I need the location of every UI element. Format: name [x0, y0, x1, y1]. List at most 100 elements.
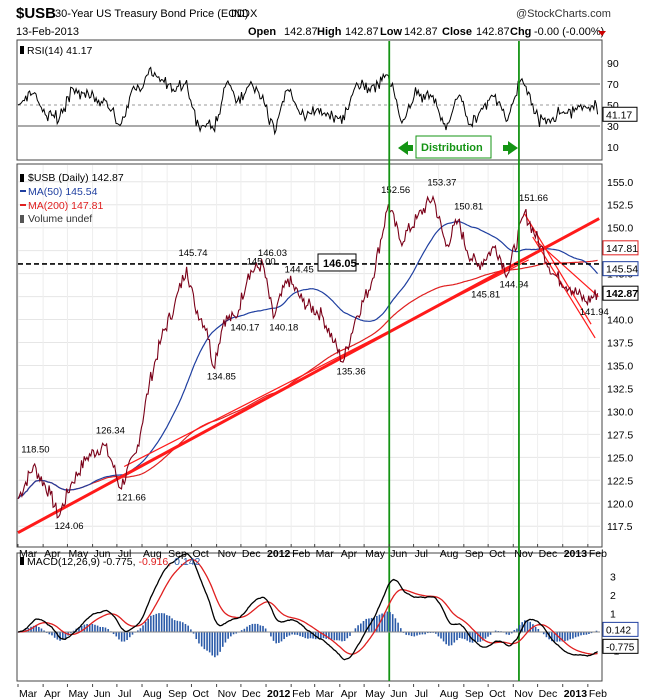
macd-histogram-bar — [463, 632, 466, 640]
macd-histogram-bar — [513, 630, 516, 633]
x-axis-label: Oct — [192, 688, 208, 700]
price-tick-label: 140.0 — [607, 315, 633, 327]
distribution-annotation: Distribution — [398, 135, 518, 159]
macd-histogram-bar — [270, 632, 272, 637]
macd-histogram-bar — [128, 632, 131, 638]
macd-histogram-bar — [510, 632, 513, 634]
macd-histogram-bar — [574, 632, 577, 638]
macd-histogram-bar — [171, 618, 173, 633]
price-annotation: 145.74 — [178, 248, 207, 259]
rsi-tick-label: 90 — [607, 58, 619, 70]
x-axis-label: Oct — [192, 548, 208, 560]
x-axis-label: Feb — [589, 548, 607, 560]
minor-trendline — [123, 259, 529, 468]
macd-histogram-bar — [580, 632, 582, 636]
legend-swatch-volume — [20, 215, 24, 223]
macd-histogram-bar — [381, 613, 383, 633]
macd-histogram-bar — [152, 614, 155, 633]
x-axis-label: Nov — [514, 548, 533, 560]
macd-histogram-bar — [278, 632, 280, 643]
macd-histogram-bar — [264, 628, 267, 633]
price-tick-label: 120.0 — [607, 498, 633, 510]
macd-histogram-bar — [56, 632, 59, 640]
macd-histogram-bar — [338, 632, 341, 641]
open-label: Open — [248, 26, 276, 38]
price-annotation: 150.81 — [454, 201, 483, 212]
macd-histogram-bar — [333, 632, 336, 641]
macd-histogram-bar — [224, 632, 227, 643]
ma200-line — [17, 259, 598, 500]
price-annotation: 146.03 — [258, 248, 287, 259]
macd-histogram-bar — [275, 632, 277, 644]
x-axis-label: Apr — [44, 688, 61, 700]
arrow-right-icon — [503, 141, 518, 155]
macd-histogram-bar — [192, 632, 195, 634]
macd-histogram-bar — [70, 632, 72, 634]
x-axis-label: Jul — [415, 548, 428, 560]
macd-histogram-bar — [51, 632, 53, 636]
macd-histogram-bar — [477, 632, 479, 642]
macd-legend: MACD(12,26,9) -0.775, -0.916, 0.142 — [20, 556, 201, 568]
macd-histogram-bar — [173, 620, 176, 633]
macd-histogram-bar — [307, 632, 309, 639]
macd-histogram-bar — [317, 632, 320, 639]
macd-histogram-bar — [588, 632, 590, 634]
macd-histogram-bar — [107, 629, 109, 633]
macd-histogram-bar — [158, 613, 160, 633]
macd-histogram-bar — [410, 632, 413, 637]
x-axis-label: 2012 — [267, 548, 291, 560]
macd-histogram-bar — [118, 632, 120, 640]
macd-histogram-bar — [484, 632, 487, 639]
macd-histogram-bar — [256, 623, 259, 633]
rsi-tick-label: 70 — [607, 79, 619, 91]
macd-histogram-bar — [280, 632, 283, 642]
macd-histogram-bar — [585, 632, 588, 635]
change-value: -0.00 (-0.00%) — [534, 26, 604, 38]
macd-histogram-bar — [291, 632, 293, 635]
x-axis-label: Sep — [465, 548, 484, 560]
macd-histogram-bar — [206, 632, 208, 651]
macd-tick-label: 1 — [610, 609, 616, 621]
macd-histogram-bar — [532, 624, 534, 633]
macd-histogram-bar — [505, 632, 508, 635]
price-annotation: 121.66 — [117, 493, 146, 504]
x-axis-label: Feb — [292, 548, 310, 560]
x-axis-label: Mar — [19, 688, 38, 700]
x-axis-label: Dec — [242, 688, 261, 700]
macd-histogram-bar — [394, 618, 397, 633]
macd-legend-hist: 0.142 — [174, 556, 200, 568]
macd-histogram-bar — [408, 632, 410, 636]
x-axis-label: May — [68, 688, 89, 700]
macd-panel-frame — [16, 552, 603, 682]
macd-histogram-bar — [421, 632, 424, 635]
close-label: Close — [442, 26, 472, 38]
macd-histogram-bar — [349, 632, 351, 636]
x-axis-label: Feb — [589, 688, 607, 700]
macd-histogram-bar — [405, 632, 407, 635]
watermark: @StockCharts.com — [516, 8, 611, 20]
down-triangle-icon — [598, 31, 606, 36]
macd-histogram-bar — [232, 632, 235, 635]
macd-histogram-bar — [272, 632, 275, 641]
macd-histogram-bar — [61, 632, 64, 640]
macd-histogram-bar — [440, 632, 442, 639]
macd-histogram-bar — [558, 632, 561, 642]
macd-histogram-bar — [389, 612, 391, 633]
macd-histogram-bar — [102, 627, 104, 633]
macd-tick-label: 2 — [610, 590, 616, 602]
distribution-label: Distribution — [421, 142, 483, 154]
macd-histogram-bar — [251, 623, 254, 633]
distribution-box — [415, 135, 492, 159]
macd-histogram-bar — [88, 623, 91, 633]
macd-histogram-bar — [43, 630, 45, 633]
macd-histogram-bar — [59, 632, 61, 641]
open-value: 142.87 — [284, 26, 318, 38]
macd-histogram-bar — [168, 615, 171, 633]
macd-histogram-bar — [487, 632, 489, 637]
macd-histogram-bar — [195, 632, 198, 640]
macd-histogram-bar — [208, 632, 211, 653]
macd-histogram-bar — [99, 626, 101, 633]
price-annotation: 151.66 — [519, 193, 548, 204]
price-annotation: 153.37 — [427, 177, 456, 188]
